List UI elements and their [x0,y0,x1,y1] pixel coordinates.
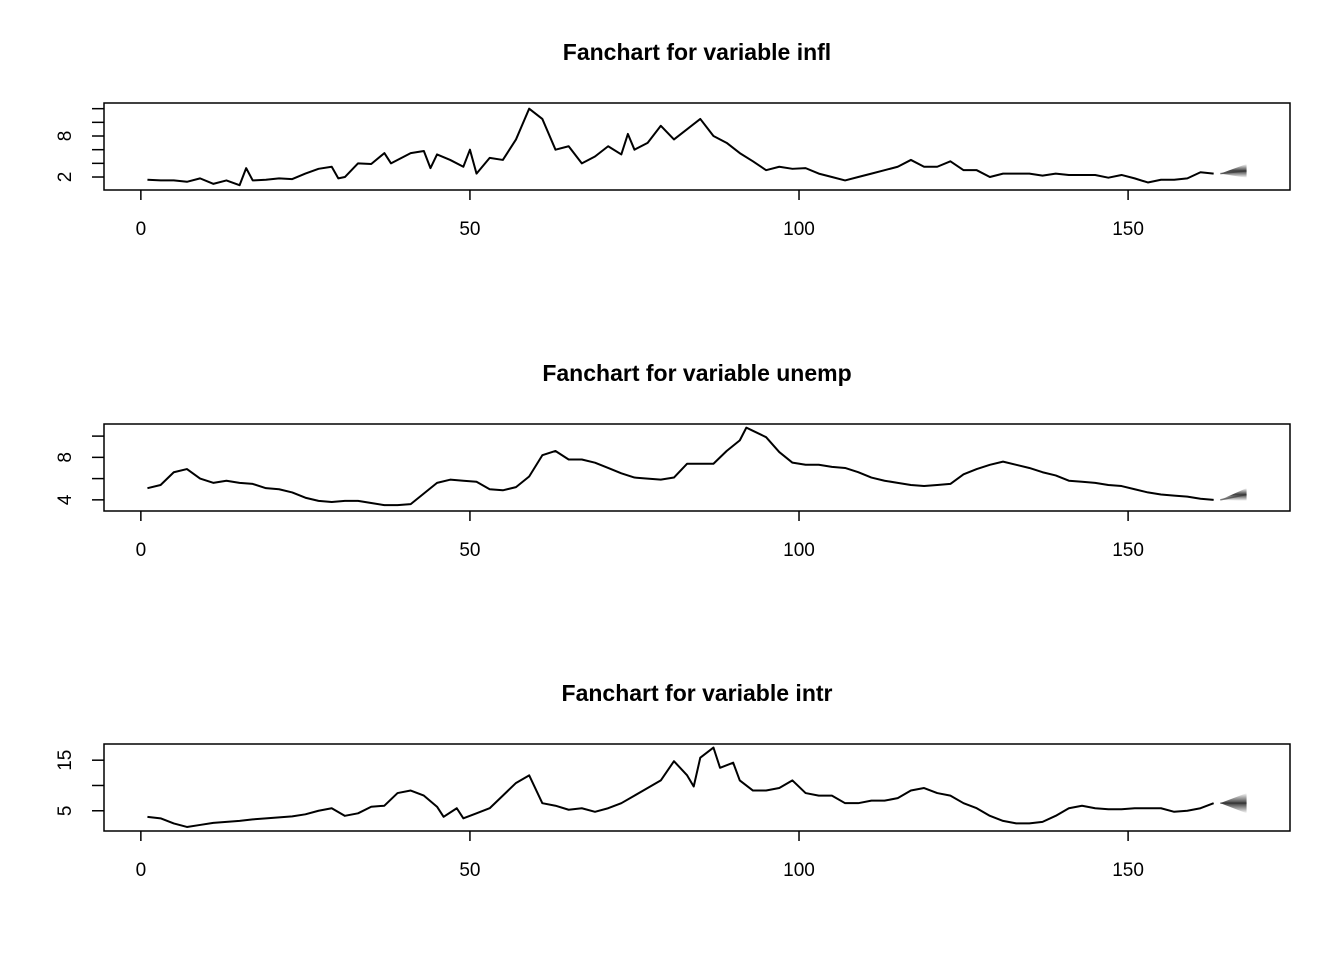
x-tick-label: 50 [459,219,480,240]
x-tick-label: 0 [136,540,147,561]
plot-frame [103,102,1291,191]
fan-band [1220,164,1247,178]
x-tick-label: 150 [1112,860,1144,881]
x-tick-label: 100 [783,540,815,561]
x-tick-label: 0 [136,860,147,881]
y-tick-label: 8 [55,131,76,142]
y-tick-label: 8 [55,452,76,463]
x-tick-label: 50 [459,860,480,881]
plot-frame [103,743,1291,832]
data-line [147,426,1214,507]
x-tick-label: 150 [1112,219,1144,240]
data-line [147,107,1214,187]
y-tick-label: 4 [55,494,76,505]
y-tick-label: 2 [55,172,76,183]
fan-center [1220,493,1247,501]
chart-title: Fanchart for variable infl [563,39,831,65]
plot-frame [103,423,1291,512]
x-tick-label: 0 [136,219,147,240]
y-tick-label: 5 [55,805,76,816]
data-line [147,746,1215,828]
chart-title: Fanchart for variable intr [562,680,833,706]
y-tick-label: 15 [55,750,76,771]
fan-band [1220,488,1247,501]
chart-title: Fanchart for variable unemp [542,360,851,386]
x-tick-label: 50 [459,540,480,561]
x-tick-label: 100 [783,219,815,240]
x-tick-label: 100 [783,860,815,881]
x-tick-label: 150 [1112,540,1144,561]
fan-center [1220,170,1247,175]
